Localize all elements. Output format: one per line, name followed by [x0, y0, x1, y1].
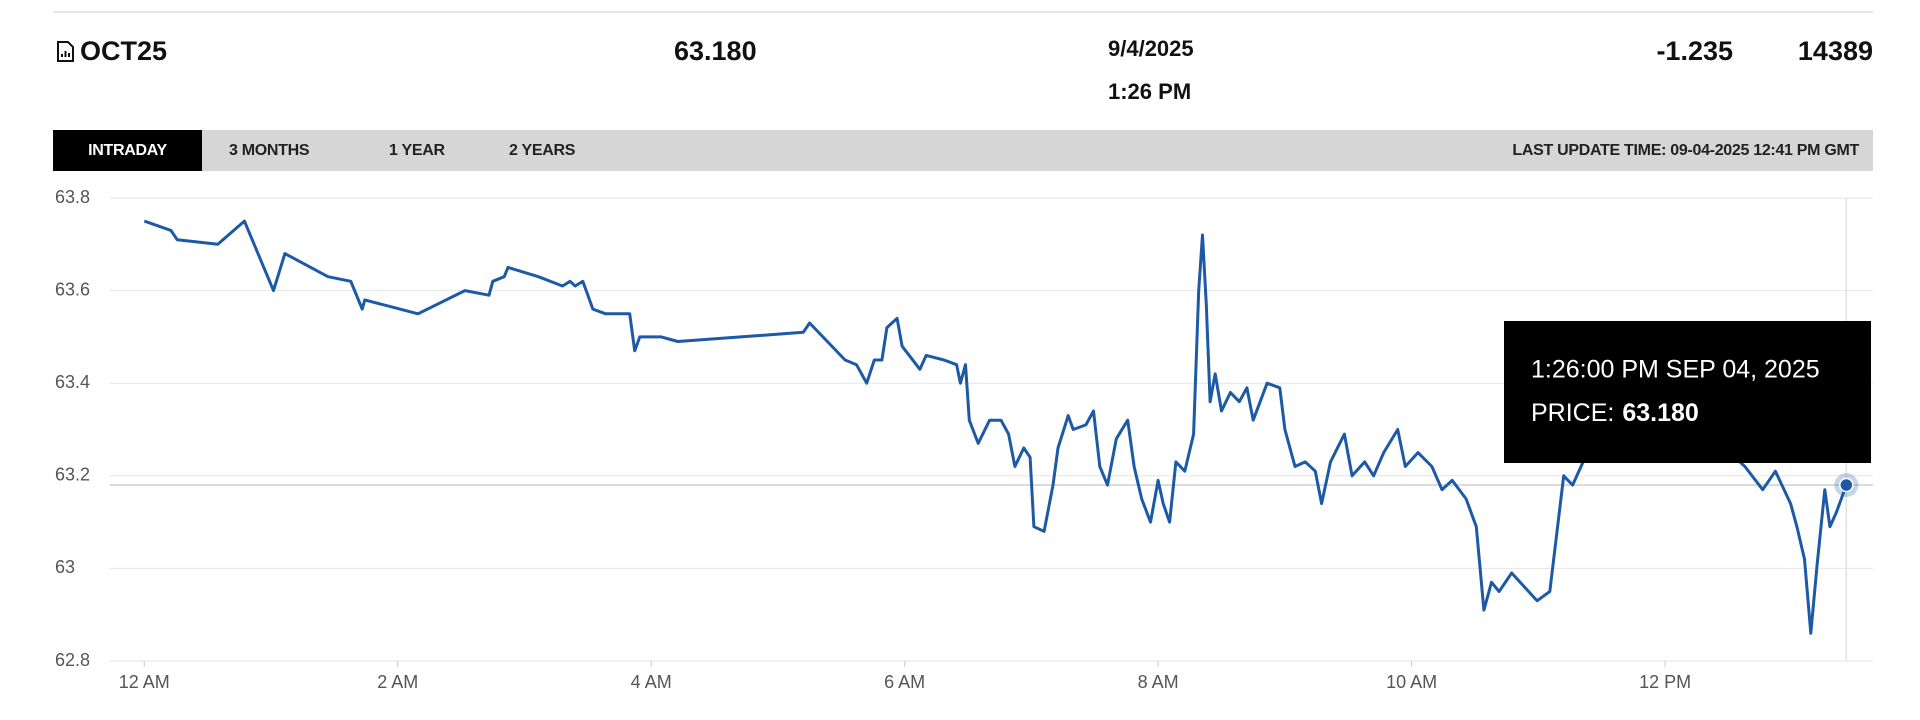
tooltip-price-value: 63.180 — [1622, 399, 1698, 427]
tab-label: 1 YEAR — [389, 142, 445, 159]
tab-active-bg — [53, 130, 202, 171]
y-tick-label: 62.8 — [55, 650, 90, 670]
y-tick-label: 63.2 — [55, 465, 90, 485]
tooltip-time: 1:26:00 PM SEP 04, 2025 — [1531, 356, 1820, 384]
x-tick-label: 6 AM — [884, 672, 925, 692]
tooltip: 1:26:00 PM SEP 04, 2025 PRICE: 63.180 — [1504, 321, 1871, 463]
tab[interactable]: 2 YEARS — [509, 142, 576, 159]
symbol: OCT25 — [80, 36, 167, 66]
tab[interactable]: INTRADAY — [53, 130, 202, 171]
chart: 62.8 63 63.2 63.4 63.6 63.8 12 AM 2 AM 4 AM 6 AM 8… — [55, 187, 1873, 692]
tooltip-price-label: PRICE: — [1531, 399, 1614, 427]
tab[interactable]: 1 YEAR — [389, 142, 446, 159]
y-tick-label: 63.4 — [55, 372, 90, 392]
time: 1:26 PM — [1108, 79, 1191, 104]
tooltip-box — [1504, 321, 1871, 463]
tab[interactable]: 3 MONTHS — [229, 142, 310, 159]
price-line — [143, 219, 1848, 635]
tab-bar — [53, 130, 1873, 171]
price: 63.180 — [674, 36, 757, 66]
x-tick-label: 12 AM — [119, 672, 170, 692]
last-update: LAST UPDATE TIME: 09-04-2025 12:41 PM GM… — [1512, 142, 1859, 159]
file-icon — [57, 41, 74, 62]
y-tick-label: 63.6 — [55, 279, 90, 299]
x-tick-label: 4 AM — [631, 672, 672, 692]
x-tick-label: 8 AM — [1138, 672, 1179, 692]
tab-label: INTRADAY — [88, 142, 167, 159]
y-tick-label: 63.8 — [55, 187, 90, 207]
y-tick-label: 63 — [55, 557, 75, 577]
tab-label: 2 YEARS — [509, 142, 576, 159]
tab-label: 3 MONTHS — [229, 142, 310, 159]
tooltip-price-line: PRICE: 63.180 — [1531, 399, 1699, 427]
hover-point — [1839, 477, 1854, 493]
tabs: INTRADAY 3 MONTHS 1 YEAR 2 YEARS — [53, 130, 576, 171]
volume: 14389 — [1798, 36, 1873, 66]
date: 9/4/2025 — [1108, 36, 1194, 61]
x-tick-label: 12 PM — [1639, 672, 1691, 692]
change: -1.235 — [1656, 36, 1733, 66]
x-tick-label: 10 AM — [1386, 672, 1437, 692]
x-tick-label: 2 AM — [377, 672, 418, 692]
